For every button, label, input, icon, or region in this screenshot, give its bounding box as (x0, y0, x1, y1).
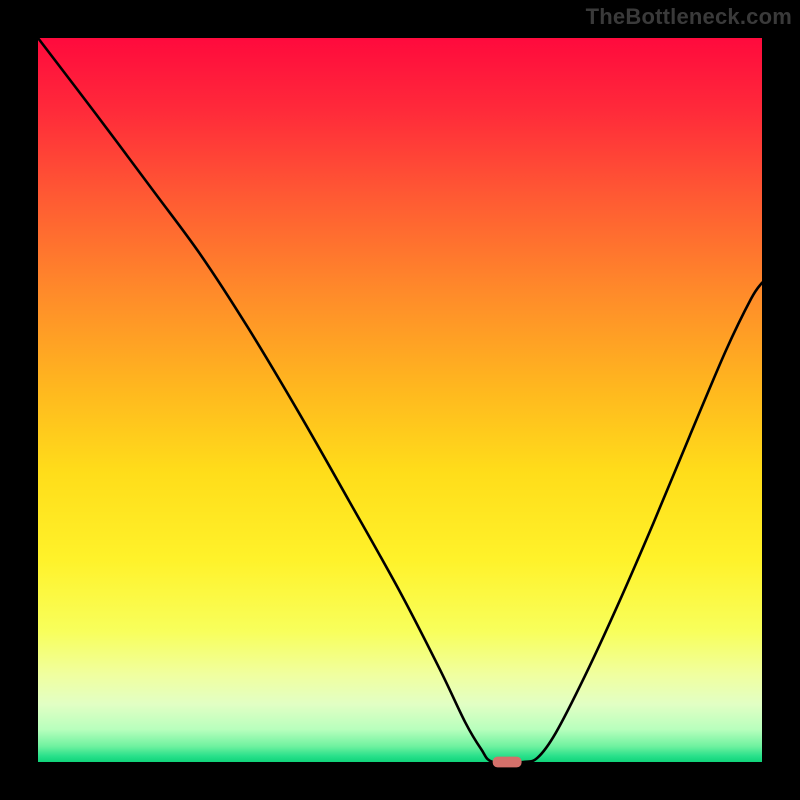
plot-area (38, 38, 762, 762)
chart-container: TheBottleneck.com (0, 0, 800, 800)
bottleneck-chart (0, 0, 800, 800)
optimal-marker (493, 757, 522, 768)
